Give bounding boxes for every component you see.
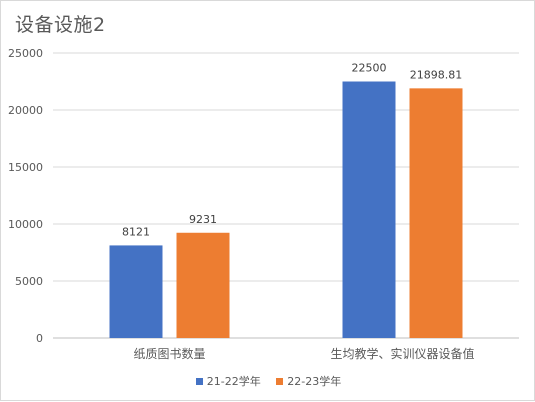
- legend-item-series-1: 21-22学年: [195, 373, 261, 389]
- x-tick-label: 生均教学、实训仪器设备值: [330, 346, 474, 361]
- y-tick-label: 10000: [8, 218, 43, 231]
- bar: [176, 232, 230, 338]
- bar: [109, 245, 163, 338]
- legend: 21-22学年 22-23学年: [1, 373, 535, 389]
- y-tick-label: 25000: [8, 47, 43, 60]
- y-tick-label: 20000: [8, 104, 43, 117]
- chart-title: 设备设施2: [15, 14, 106, 36]
- y-tick-label: 5000: [15, 275, 43, 288]
- x-tick-label: 纸质图书数量: [133, 346, 205, 361]
- data-label: 21898.81: [410, 68, 463, 81]
- legend-item-series-2: 22-23学年: [276, 373, 341, 389]
- bar: [409, 88, 463, 338]
- data-label: 8121: [122, 225, 150, 238]
- data-label: 9231: [189, 213, 217, 226]
- y-tick-label: 0: [36, 332, 43, 345]
- y-tick-label: 15000: [8, 161, 43, 174]
- legend-swatch-series-1: [195, 377, 203, 385]
- data-label: 22500: [352, 62, 387, 75]
- bar: [342, 81, 396, 338]
- legend-label-series-1: 21-22学年: [206, 375, 261, 388]
- legend-label-series-2: 22-23学年: [287, 375, 342, 388]
- legend-swatch-series-2: [276, 377, 284, 385]
